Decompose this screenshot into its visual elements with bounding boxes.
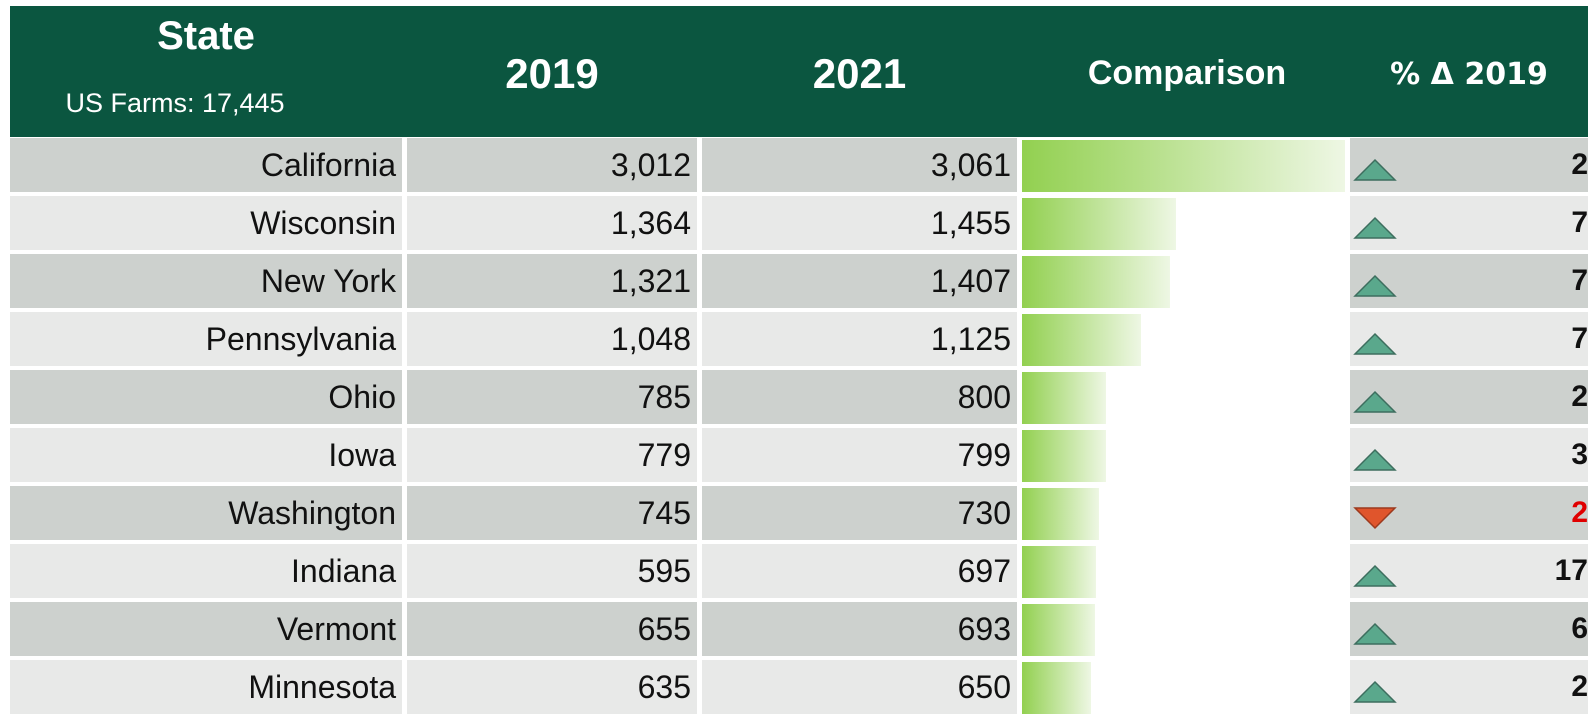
value-cell: 800 — [702, 370, 1017, 424]
arrow-shape — [1353, 390, 1397, 413]
trend-arrow — [1353, 158, 1397, 181]
trend-arrow — [1353, 390, 1397, 413]
arrow-shape — [1353, 622, 1397, 645]
data-bar — [1022, 604, 1096, 656]
pct-value: 3 — [1571, 438, 1588, 471]
value-cell: 799 — [702, 428, 1017, 482]
state-cell: Minnesota — [10, 660, 402, 714]
pct-bg — [1350, 602, 1588, 656]
value-cell: 779 — [407, 428, 697, 482]
value-cell: 745 — [407, 486, 697, 540]
col-header: % Δ 2019 — [1390, 57, 1548, 92]
value-cell: 3,061 — [702, 138, 1017, 192]
pct-value: 7 — [1571, 264, 1588, 297]
value-cell: 3,012 — [407, 138, 697, 192]
header — [10, 6, 1588, 137]
arrow-shape — [1353, 448, 1397, 471]
pct-value: 17 — [1554, 554, 1588, 587]
data-bar — [1022, 314, 1141, 366]
value-cell: 785 — [407, 370, 697, 424]
state-cell: Iowa — [10, 428, 402, 482]
arrow-shape — [1353, 332, 1397, 355]
data-bar — [1022, 488, 1100, 540]
pct-bg — [1350, 138, 1588, 192]
pct-bg — [1350, 428, 1588, 482]
data-bar — [1022, 662, 1091, 714]
col-header: 2021 — [812, 50, 907, 97]
state-header: State — [157, 14, 255, 58]
value-cell: 650 — [702, 660, 1017, 714]
pct-bg — [1350, 312, 1588, 366]
pct-value: 2 — [1571, 670, 1588, 703]
trend-arrow — [1353, 332, 1397, 355]
value-cell: 1,364 — [407, 196, 697, 250]
pct-value: 2 — [1571, 496, 1588, 529]
value-cell: 697 — [702, 544, 1017, 598]
col-header: 2019 — [505, 50, 599, 97]
state-cell: Ohio — [10, 370, 402, 424]
value-cell: 635 — [407, 660, 697, 714]
col-header: Comparison — [1087, 54, 1287, 92]
pct-value: 7 — [1571, 322, 1588, 355]
state-cell: Wisconsin — [10, 196, 402, 250]
state-cell: New York — [10, 254, 402, 308]
value-cell: 1,321 — [407, 254, 697, 308]
data-bar — [1022, 430, 1107, 482]
data-bar — [1022, 198, 1176, 250]
data-bar — [1022, 372, 1107, 424]
data-bar — [1022, 256, 1171, 308]
state-cell: Vermont — [10, 602, 402, 656]
value-cell: 1,455 — [702, 196, 1017, 250]
state-cell: California — [10, 138, 402, 192]
state-cell: Indiana — [10, 544, 402, 598]
pct-bg — [1350, 660, 1588, 714]
value-cell: 1,048 — [407, 312, 697, 366]
value-cell: 693 — [702, 602, 1017, 656]
value-cell: 1,407 — [702, 254, 1017, 308]
state-cell: Washington — [10, 486, 402, 540]
pct-bg — [1350, 370, 1588, 424]
pct-bg — [1350, 196, 1588, 250]
trend-arrow — [1353, 680, 1397, 703]
pct-value: 7 — [1571, 206, 1588, 239]
value-cell: 1,125 — [702, 312, 1017, 366]
data-bar — [1022, 546, 1096, 598]
arrow-shape — [1353, 274, 1397, 297]
subtitle: US Farms: 17,445 — [65, 88, 285, 118]
trend-arrow — [1353, 216, 1397, 239]
pct-value: 2 — [1571, 380, 1588, 413]
trend-arrow — [1353, 448, 1397, 471]
pct-value: 6 — [1571, 612, 1588, 645]
value-cell: 595 — [407, 544, 697, 598]
state-cell: Pennsylvania — [10, 312, 402, 366]
arrow-shape — [1353, 680, 1397, 703]
trend-arrow — [1353, 564, 1397, 587]
trend-arrow — [1353, 274, 1397, 297]
data-bar — [1022, 140, 1345, 192]
pct-bg — [1350, 254, 1588, 308]
trend-arrow — [1353, 622, 1397, 645]
value-cell: 655 — [407, 602, 697, 656]
arrow-shape — [1353, 158, 1397, 181]
pct-value: 2 — [1571, 148, 1588, 181]
trend-arrow — [1353, 507, 1397, 530]
arrow-shape — [1353, 564, 1397, 587]
pct-bg — [1350, 544, 1588, 598]
arrow-shape — [1353, 507, 1397, 530]
value-cell: 730 — [702, 486, 1017, 540]
arrow-shape — [1353, 216, 1397, 239]
